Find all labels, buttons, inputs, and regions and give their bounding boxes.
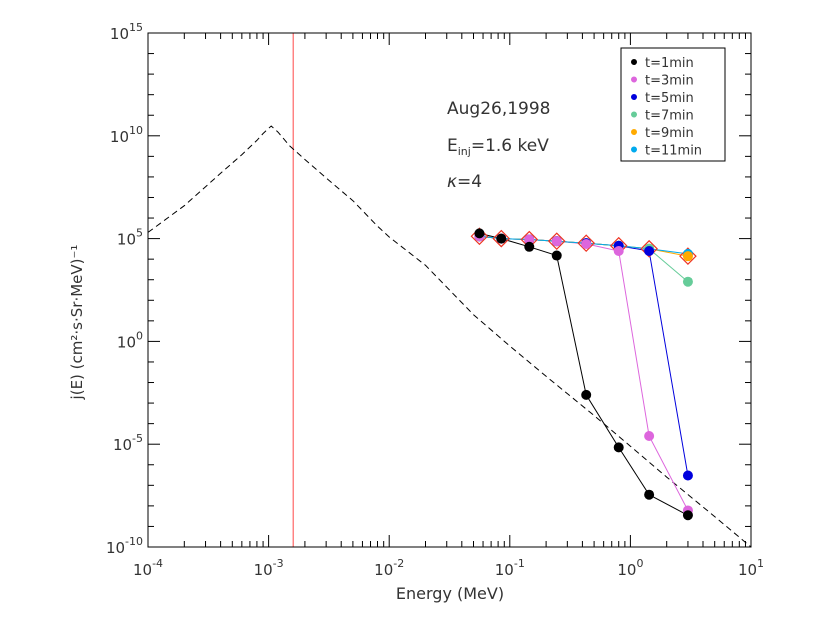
data-point-t=1min xyxy=(682,510,693,521)
x-tick-label: 10-2 xyxy=(374,557,404,579)
series-line-t=5min xyxy=(479,235,689,476)
legend-label-t=11min: t=11min xyxy=(645,144,702,159)
x-tick-label-exponent: -2 xyxy=(393,557,404,570)
x-tick-label: 10-1 xyxy=(495,557,525,579)
legend-marker-t=7min xyxy=(631,111,637,118)
dashed-curve xyxy=(148,125,751,547)
data-point-t=1min xyxy=(524,241,535,252)
legend-marker-t=11min xyxy=(631,146,637,153)
annotation-kappa: κ=4 xyxy=(447,172,482,192)
data-point-t=5min xyxy=(644,245,655,256)
y-tick-label: 10-10 xyxy=(106,535,143,557)
data-point-t=1min xyxy=(551,250,562,261)
data-point-t=1min xyxy=(581,389,592,400)
x-tick-label-base: 10 xyxy=(133,561,152,579)
data-point-t=3min xyxy=(551,236,562,247)
y-tick-label-base: 10 xyxy=(110,25,129,43)
data-point-t=1min xyxy=(474,228,485,239)
legend-label-t=5min: t=5min xyxy=(645,91,694,106)
y-tick-label: 105 xyxy=(117,227,143,249)
legend-label-t=3min: t=3min xyxy=(645,74,694,89)
x-tick-label-exponent: -3 xyxy=(273,557,284,570)
axis-ticks xyxy=(147,32,752,548)
annotation-einj-prefix: E xyxy=(447,136,458,156)
data-point-t=9min xyxy=(682,251,693,262)
data-point-t=5min xyxy=(682,470,693,481)
y-tick-label-base: 10 xyxy=(110,128,129,146)
y-tick-label-exponent: 10 xyxy=(129,124,143,137)
y-tick-label-base: 10 xyxy=(106,539,125,557)
x-tick-label-base: 10 xyxy=(495,561,514,579)
y-tick-label: 10-5 xyxy=(113,432,143,454)
plot-frame xyxy=(147,32,752,548)
y-tick-label: 100 xyxy=(117,329,143,351)
y-tick-label-exponent: 0 xyxy=(136,329,143,342)
legend-box xyxy=(620,47,726,162)
diamond-marker xyxy=(679,247,697,266)
y-tick-label-exponent: -5 xyxy=(132,432,143,445)
x-tick-label-exponent: -1 xyxy=(514,557,525,570)
diamond-marker xyxy=(492,229,511,248)
x-tick-label-base: 10 xyxy=(254,561,273,579)
x-tick-label: 10-3 xyxy=(254,557,284,579)
legend-label-t=1min: t=1min xyxy=(645,56,694,71)
y-tick-label-exponent: -10 xyxy=(125,535,143,548)
plot-curves xyxy=(148,33,751,547)
y-tick-label-base: 10 xyxy=(117,231,136,249)
data-point-t=3min xyxy=(613,245,624,256)
plot-frame-box xyxy=(147,32,752,548)
x-tick-label: 101 xyxy=(738,557,764,579)
legend-label-t=7min: t=7min xyxy=(645,109,694,124)
x-axis-label: Energy (MeV) xyxy=(396,584,504,603)
x-tick-label-exponent: 0 xyxy=(636,557,643,570)
data-point-t=3min xyxy=(581,238,592,249)
y-tick-label: 1010 xyxy=(110,124,143,146)
x-tick-label-base: 10 xyxy=(374,561,393,579)
data-point-t=1min xyxy=(496,233,507,244)
legend-label-t=9min: t=9min xyxy=(645,126,694,141)
data-point-t=3min xyxy=(524,234,535,245)
legend-marker-t=3min xyxy=(631,76,637,83)
y-tick-label-base: 10 xyxy=(113,436,132,454)
series-line-t=1min xyxy=(479,232,689,516)
series-line-t=3min xyxy=(479,235,689,511)
annotation-einj: Einj=1.6 keV xyxy=(447,136,549,158)
y-axis-label: j(E) (cm²·s·Sr·MeV)⁻¹ xyxy=(68,245,86,401)
data-point-t=3min xyxy=(644,431,655,442)
x-tick-labels: 10-4 10-3 10-2 10-1 100 101 xyxy=(133,557,764,579)
x-tick-label: 10-4 xyxy=(133,557,163,579)
annotation-date: Aug26,1998 xyxy=(447,99,551,119)
y-tick-label-exponent: 15 xyxy=(129,21,143,34)
x-tick-label-exponent: 1 xyxy=(757,557,764,570)
y-tick-label-base: 10 xyxy=(117,333,136,351)
y-tick-label: 1015 xyxy=(110,21,143,43)
data-point-t=7min xyxy=(682,276,693,287)
data-point-t=1min xyxy=(613,442,624,453)
x-tick-label-base: 10 xyxy=(617,561,636,579)
diamond-marker xyxy=(470,227,489,246)
annotation-kappa-symbol: κ xyxy=(447,172,457,192)
annotation-einj-value: =1.6 keV xyxy=(471,136,549,156)
x-tick-label: 100 xyxy=(617,557,643,579)
diamond-marker xyxy=(577,234,596,253)
y-tick-label-exponent: 5 xyxy=(136,227,143,240)
annotation-kappa-value: =4 xyxy=(457,172,482,192)
legend-marker-t=5min xyxy=(631,94,637,100)
x-tick-label-exponent: -4 xyxy=(152,557,163,570)
legend-marker-t=1min xyxy=(631,59,637,65)
annotation-einj-sub: inj xyxy=(458,145,471,158)
plot-data xyxy=(148,33,751,547)
legend-marker-t=9min xyxy=(631,129,637,135)
legend: t=1min t=3min t=5min t=7min t=9min t=11min xyxy=(620,47,726,162)
x-tick-label-base: 10 xyxy=(738,561,757,579)
diamond-marker xyxy=(547,232,566,251)
data-point-t=1min xyxy=(644,489,655,500)
diamond-marker xyxy=(640,239,658,258)
